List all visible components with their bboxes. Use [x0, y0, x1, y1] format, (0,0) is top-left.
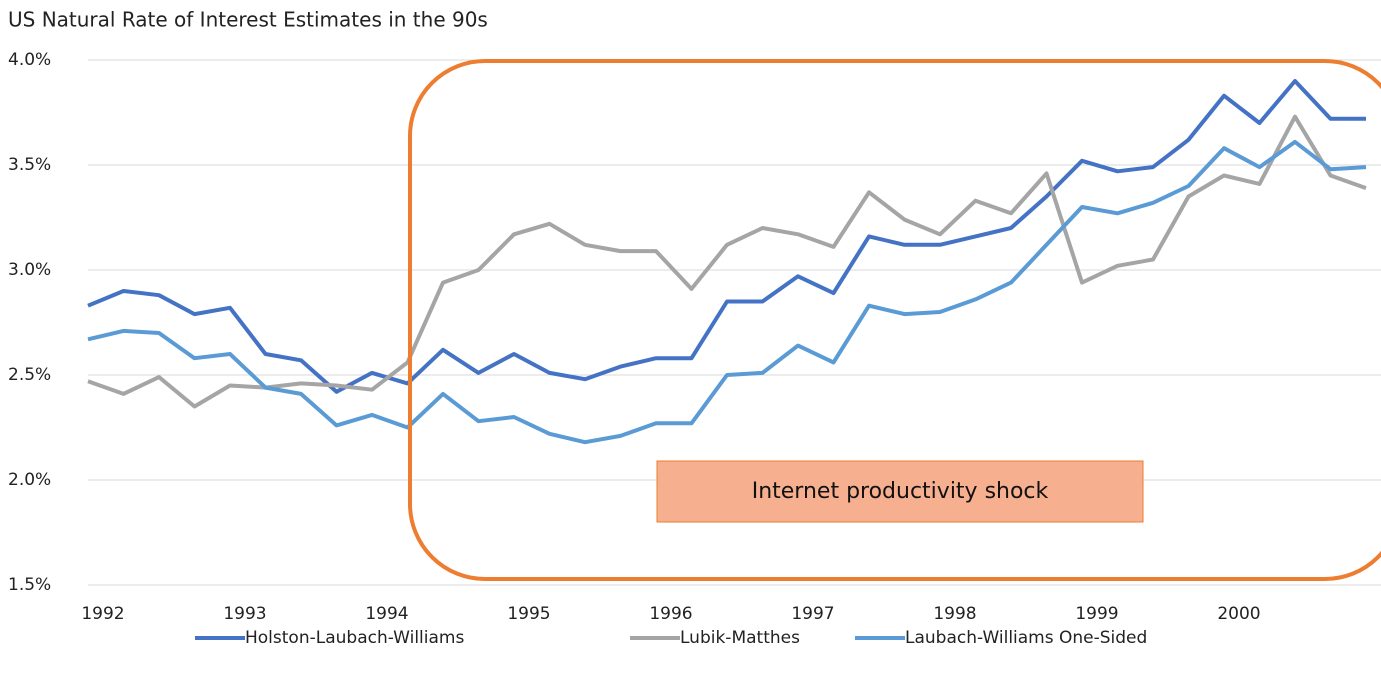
x-tick-label: 2000 [1217, 604, 1260, 624]
x-tick-label: 1996 [649, 604, 692, 624]
y-tick-label: 4.0% [8, 50, 51, 70]
chart-title: US Natural Rate of Interest Estimates in… [8, 8, 488, 32]
series-line [87, 79, 1366, 394]
y-tick-label: 3.0% [8, 260, 51, 280]
series-line [87, 114, 1367, 409]
legend-label: Holston-Laubach-Williams [245, 628, 464, 648]
x-tick-label: 1997 [791, 604, 834, 624]
y-tick-label: 2.5% [8, 365, 51, 385]
x-tick-label: 1992 [81, 604, 124, 624]
annotation: Internet productivity shock [752, 479, 1049, 504]
x-tick-label: 1994 [365, 604, 408, 624]
x-tick-label: 1999 [1075, 604, 1118, 624]
legend-label: Laubach-Williams One-Sided [905, 628, 1147, 648]
series-line [87, 139, 1367, 445]
legend-label: Lubik-Matthes [680, 628, 800, 648]
y-tick-label: 1.5% [8, 575, 51, 595]
highlight-frame [408, 59, 1381, 581]
x-tick-label: 1993 [223, 604, 266, 624]
y-tick-label: 3.5% [8, 155, 51, 175]
x-tick-label: 1995 [507, 604, 550, 624]
y-tick-label: 2.0% [8, 470, 51, 490]
annotation-box [656, 460, 1144, 523]
x-tick-label: 1998 [933, 604, 976, 624]
